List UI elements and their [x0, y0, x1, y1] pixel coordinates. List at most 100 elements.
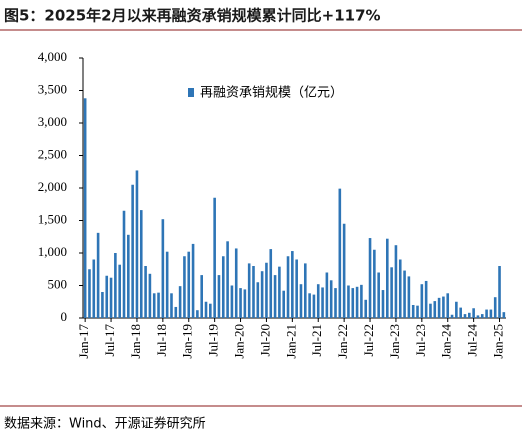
bar: [165, 251, 169, 318]
chart-title: 图5：2025年2月以来再融资承销规模累计同比+117%: [4, 7, 381, 25]
bar: [135, 170, 139, 318]
bar: [316, 284, 320, 318]
bar: [96, 232, 100, 318]
bar: [88, 269, 91, 318]
x-tick-label: Jan-21: [283, 324, 298, 359]
y-tick-label: 2,000: [38, 179, 67, 194]
bar: [299, 284, 303, 318]
bar: [433, 301, 437, 318]
bar: [351, 288, 355, 318]
bar: [230, 285, 234, 318]
bar: [221, 256, 225, 318]
bar: [360, 284, 363, 318]
x-tick-label: Jan-25: [491, 324, 506, 359]
bar: [247, 263, 251, 318]
x-tick-label: Jul-23: [413, 324, 428, 357]
bar: [282, 290, 286, 318]
bar: [312, 294, 316, 318]
bar: [468, 312, 471, 318]
bar: [424, 280, 428, 318]
x-tick-label: Jul-22: [361, 324, 376, 357]
x-tick-label: Jul-24: [465, 324, 480, 357]
bar: [446, 293, 450, 318]
bar: [463, 314, 467, 318]
bar: [170, 293, 173, 318]
bar: [390, 267, 393, 318]
y-tick-label: 1,000: [38, 244, 67, 259]
bar: [368, 238, 372, 318]
x-tick-label: Jan-17: [76, 324, 91, 359]
bar: [480, 314, 484, 318]
bar: [329, 280, 333, 318]
bar: [161, 219, 165, 318]
bar: [442, 296, 445, 318]
bar: [455, 301, 458, 318]
x-tick-label: Jul-18: [154, 324, 169, 357]
bar: [472, 308, 475, 318]
y-tick-label: 0: [61, 309, 68, 324]
bar: [131, 184, 134, 318]
x-tick-label: Jul-20: [257, 324, 272, 357]
bar: [178, 286, 182, 318]
bar: [239, 288, 242, 318]
bar: [394, 245, 398, 318]
bar: [196, 310, 199, 318]
bar: [303, 263, 307, 318]
bar: [411, 305, 415, 318]
bar: [308, 293, 311, 318]
bar: [489, 309, 493, 318]
x-tick-label: Jan-22: [335, 324, 350, 359]
bar: [144, 266, 147, 318]
bar: [226, 241, 229, 318]
bar: [403, 270, 406, 318]
x-tick-label: Jul-19: [206, 324, 221, 357]
y-tick-label: 2,500: [38, 146, 67, 161]
bar: [83, 98, 87, 318]
bar: [152, 293, 156, 318]
bar: [191, 243, 195, 318]
bar: [450, 314, 454, 318]
bar: [373, 249, 376, 318]
bar: [338, 188, 342, 318]
bar: [127, 234, 130, 318]
bar: [252, 266, 255, 318]
bar: [429, 303, 432, 318]
bar: [342, 223, 346, 318]
bar: [148, 273, 152, 318]
bar: [204, 301, 208, 318]
bar: [420, 284, 424, 318]
y-tick-label: 1,500: [38, 211, 67, 226]
bar: [291, 251, 294, 318]
bar: [398, 259, 402, 318]
bar: [386, 238, 389, 318]
bar: [105, 275, 109, 318]
bar: [377, 272, 380, 318]
bar: [325, 272, 329, 318]
bar: [200, 275, 203, 318]
bar: [256, 282, 260, 318]
x-tick-label: Jan-23: [387, 324, 402, 359]
bar: [118, 264, 121, 318]
bar: [416, 305, 419, 318]
legend-swatch: [188, 88, 194, 97]
bar: [459, 307, 462, 318]
bar: [437, 297, 441, 318]
bar: [213, 197, 216, 318]
bar: [209, 303, 212, 318]
bar: [407, 276, 411, 318]
bar: [183, 256, 186, 318]
bar: [273, 275, 277, 318]
bar: [114, 253, 117, 318]
bar: [217, 275, 221, 318]
bar: [234, 248, 238, 318]
bar: [157, 292, 160, 318]
bar: [502, 312, 506, 318]
bar: [101, 292, 104, 318]
bar: [174, 306, 178, 318]
bar: [265, 262, 268, 318]
bar: [364, 299, 368, 318]
x-tick-label: Jan-24: [439, 324, 454, 359]
bar: [493, 297, 497, 318]
bar: [295, 259, 298, 318]
bar: [476, 315, 480, 318]
